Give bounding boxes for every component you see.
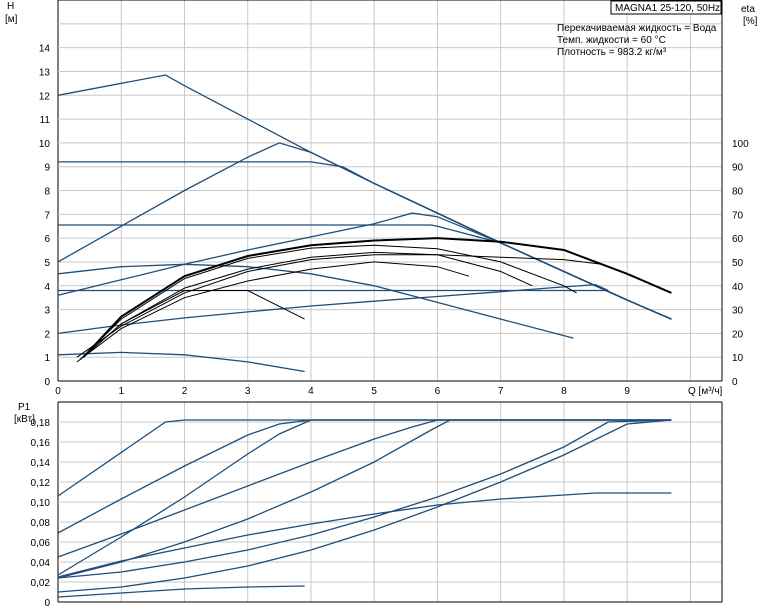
power-curve — [57, 419, 672, 579]
efficiency-curve — [76, 261, 470, 363]
power-tick-label: 0,14 — [31, 458, 51, 469]
power-curves — [57, 419, 672, 598]
head-tick-label: 10 — [39, 139, 51, 150]
flow-tick-label: 1 — [118, 386, 124, 397]
power-tick-label: 0,08 — [31, 518, 51, 529]
flow-tick-label: 7 — [498, 386, 504, 397]
power-tick-label: 0,16 — [31, 438, 51, 449]
condition-fluid: Перекачиваемая жидкость = Вода — [557, 23, 717, 34]
power-tick-label: 0,04 — [31, 558, 51, 569]
power-curve — [57, 419, 672, 579]
power-curve — [57, 419, 672, 576]
efficiency-curve — [82, 290, 305, 358]
head-tick-label: 5 — [44, 258, 50, 269]
eta-tick-label: 50 — [732, 258, 744, 269]
power-curve — [57, 419, 672, 593]
power-axis-unit: [кВт] — [14, 414, 35, 425]
chart-title: MAGNA1 25-120, 50Hz — [615, 3, 720, 14]
head-curves — [57, 74, 672, 373]
eta-tick-label: 0 — [732, 377, 738, 388]
efficiency-curve — [82, 237, 672, 358]
flow-tick-label: 2 — [182, 386, 188, 397]
efficiency-curve — [79, 251, 533, 360]
power-tick-label: 0,10 — [31, 498, 51, 509]
head-tick-label: 3 — [44, 306, 50, 317]
flow-tick-label: 4 — [308, 386, 314, 397]
head-curve — [57, 142, 672, 320]
eta-tick-label: 40 — [732, 282, 744, 293]
eta-tick-label: 60 — [732, 234, 744, 245]
power-curve — [57, 492, 672, 578]
condition-density: Плотность = 983.2 кг/м³ — [557, 47, 667, 58]
efficiency-curves — [76, 237, 672, 363]
power-axis-label: P1 — [18, 402, 31, 413]
eta-tick-label: 70 — [732, 210, 744, 221]
head-curve — [57, 351, 305, 373]
head-curve — [57, 263, 574, 339]
head-tick-label: 7 — [44, 210, 50, 221]
eta-tick-label: 90 — [732, 163, 744, 174]
head-tick-label: 2 — [44, 329, 50, 340]
power-tick-label: 0,12 — [31, 478, 51, 489]
power-tick-label: 0,06 — [31, 538, 51, 549]
power-tick-label: 0,02 — [31, 578, 51, 589]
head-tick-label: 9 — [44, 163, 50, 174]
power-tick-label: 0,18 — [31, 418, 51, 429]
head-tick-label: 6 — [44, 234, 50, 245]
power-curve — [57, 585, 305, 598]
head-tick-label: 14 — [39, 44, 51, 55]
flow-tick-label: 8 — [561, 386, 567, 397]
eta-tick-label: 80 — [732, 187, 744, 198]
eta-axis-unit: [%] — [743, 16, 758, 27]
eta-tick-label: 100 — [732, 139, 749, 150]
head-tick-label: 12 — [39, 91, 51, 102]
eta-axis-label: eta — [741, 4, 755, 15]
head-tick-label: 4 — [44, 282, 50, 293]
power-grid — [57, 401, 723, 603]
head-tick-label: 13 — [39, 67, 51, 78]
head-tick-label: 8 — [44, 187, 50, 198]
tick-labels: 0 1 2 3 4 5 6 7 8 9012345678910111213140102030405… — [31, 44, 750, 609]
head-tick-label: 11 — [40, 115, 51, 126]
head-axis-unit: [м] — [5, 14, 18, 25]
head-curve — [57, 283, 609, 335]
flow-tick-label: 9 — [624, 386, 630, 397]
head-axis-label: H — [7, 1, 14, 12]
eta-tick-label: 10 — [732, 353, 744, 364]
head-eta-grid — [57, 0, 723, 382]
flow-tick-label: 0 — [55, 386, 61, 397]
efficiency-curve — [79, 244, 577, 360]
head-curve — [58, 224, 672, 320]
eta-tick-label: 20 — [732, 329, 744, 340]
efficiency-curve — [76, 254, 602, 358]
condition-temperature: Темп. жидкости = 60 °C — [557, 35, 666, 46]
power-curve — [57, 419, 672, 558]
head-curve — [57, 74, 672, 320]
head-tick-label: 0 — [44, 377, 50, 388]
flow-tick-label: 6 — [435, 386, 441, 397]
head-tick-label: 1 — [44, 353, 50, 364]
eta-tick-label: 30 — [732, 306, 744, 317]
title-box — [610, 0, 722, 15]
flow-axis-label: Q [м³/ч] — [688, 386, 723, 397]
flow-tick-label: 5 — [371, 386, 377, 397]
power-tick-label: 0 — [44, 598, 50, 609]
flow-tick-label: 3 — [245, 386, 251, 397]
